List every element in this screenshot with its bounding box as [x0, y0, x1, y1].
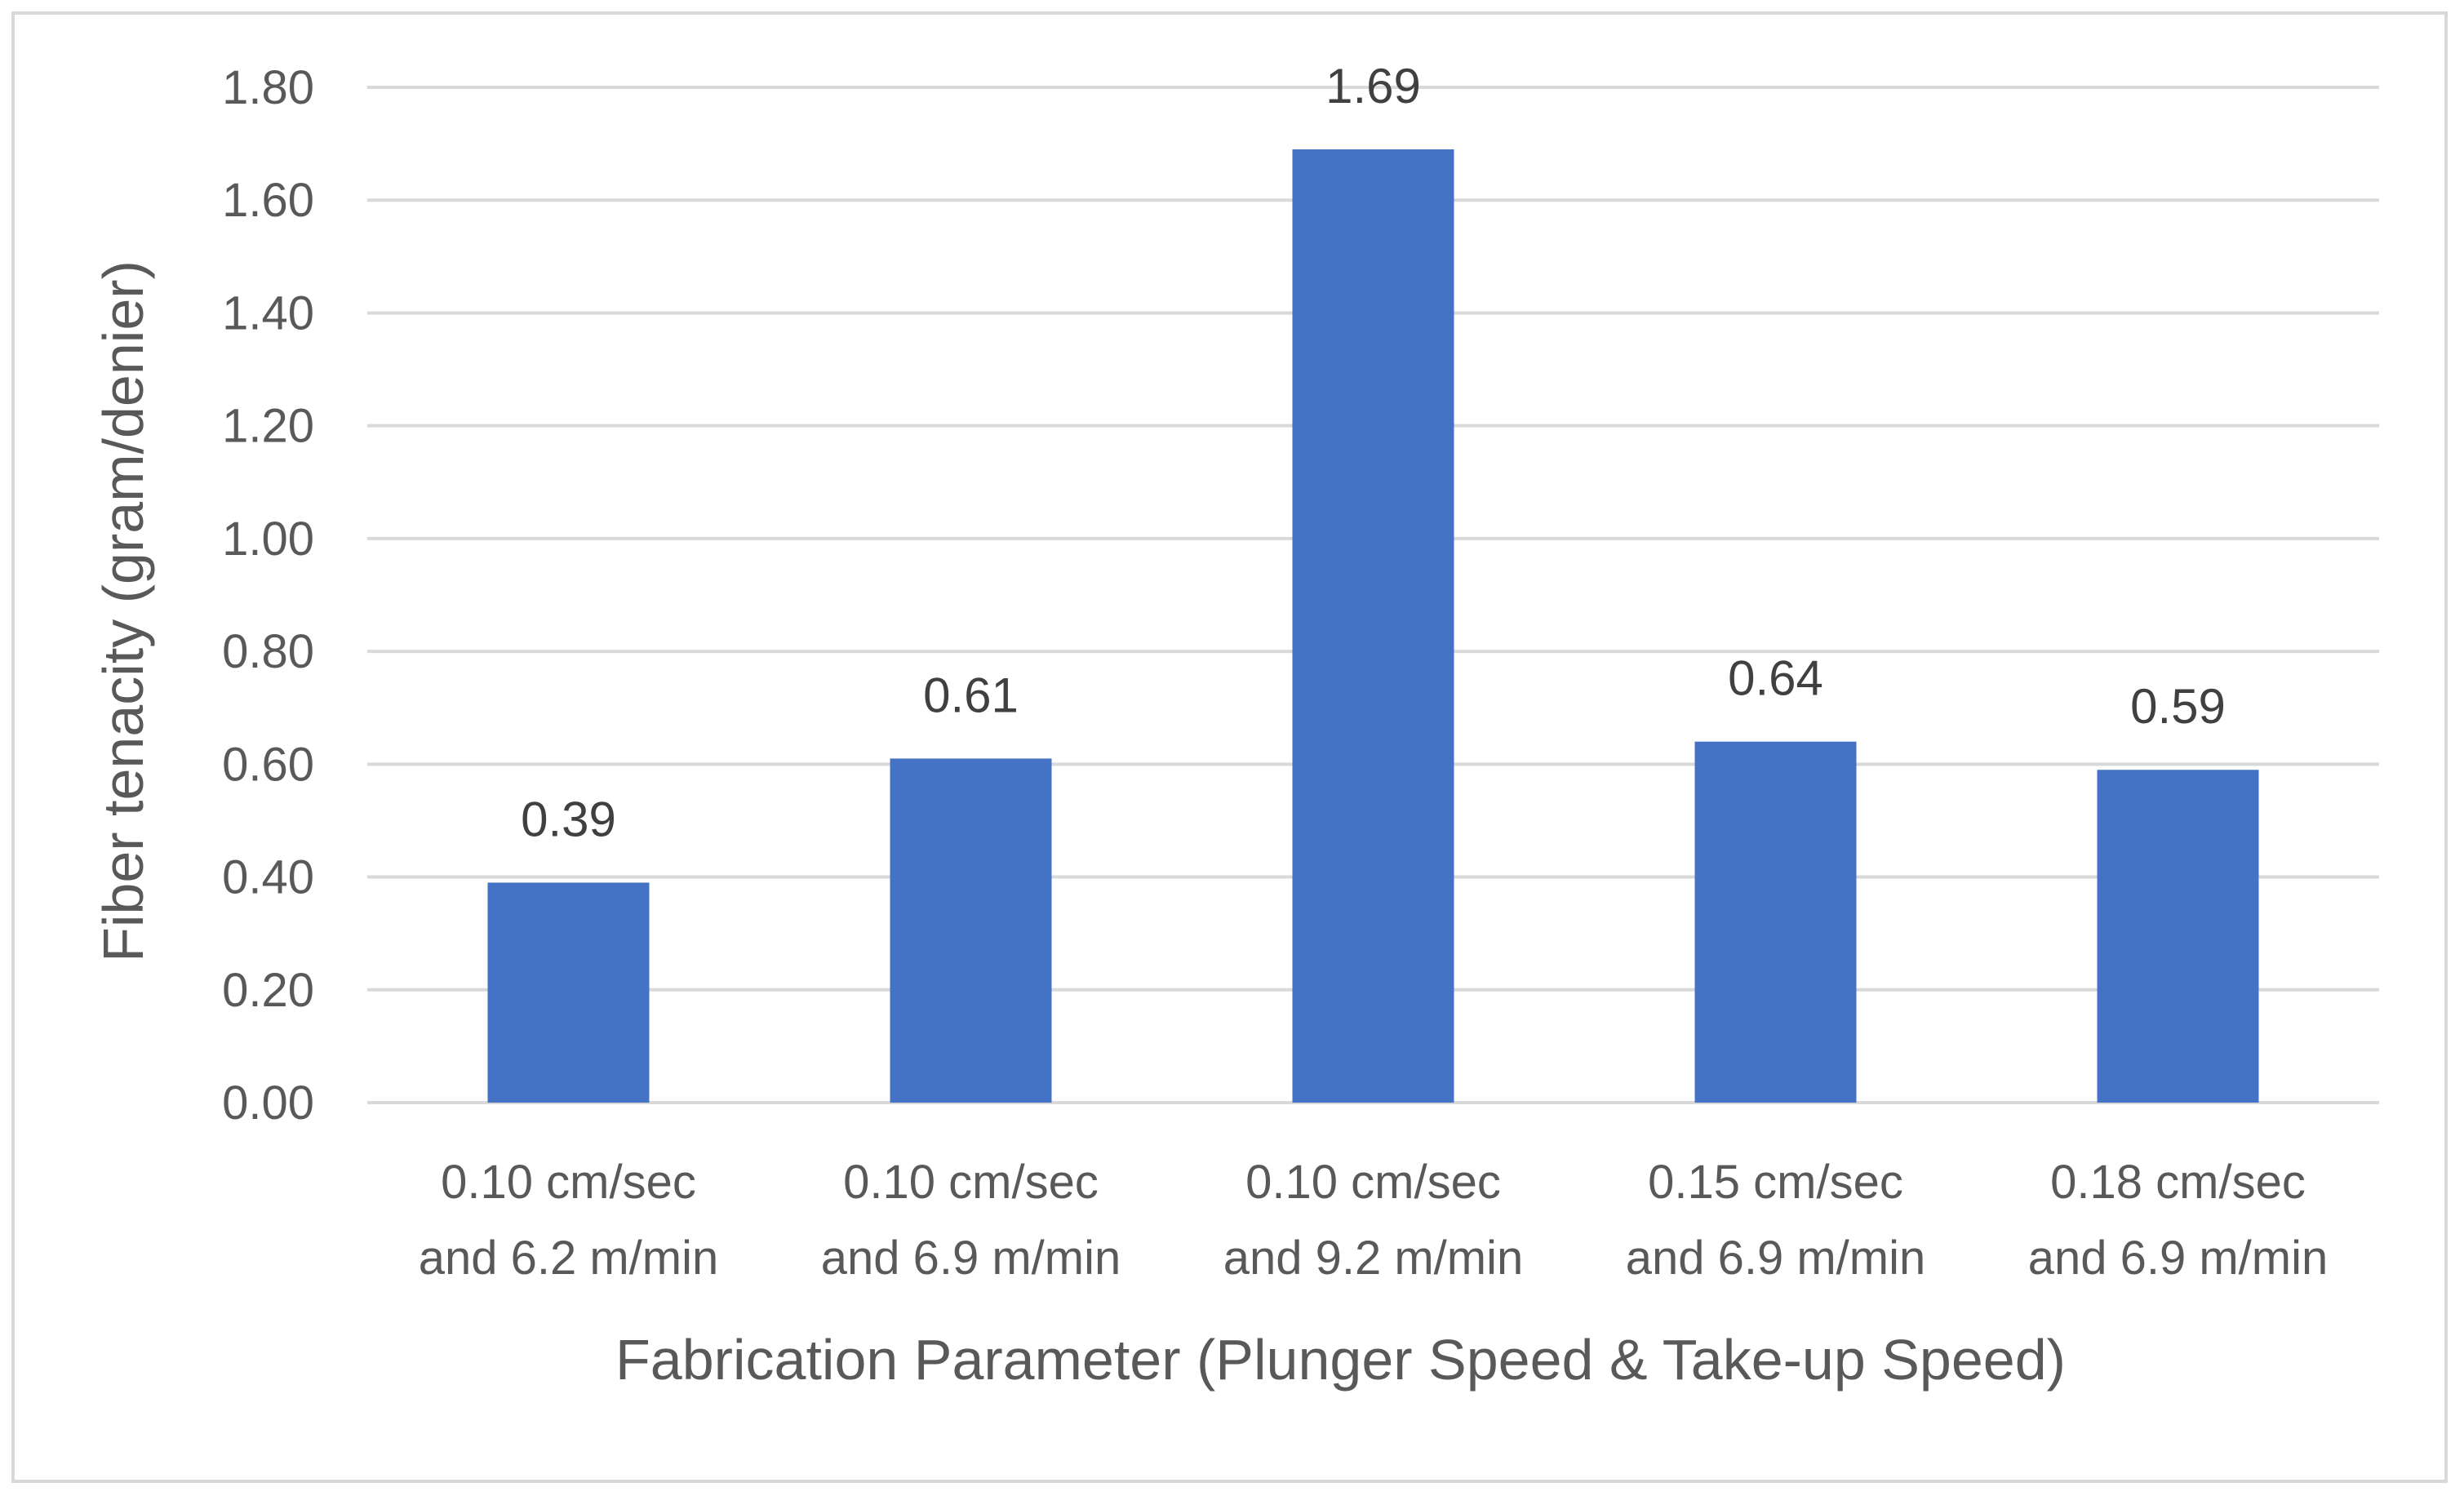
bar [1694, 741, 1857, 1103]
y-tick-label: 1.60 [222, 174, 314, 227]
y-tick-label: 1.20 [222, 400, 314, 453]
x-category-label: 0.15 cm/sec and 6.9 m/min [1626, 1156, 1926, 1285]
x-category-label: 0.10 cm/sec and 6.9 m/min [821, 1156, 1121, 1285]
data-label: 0.39 [521, 792, 616, 846]
x-category-label: 0.18 cm/sec and 6.9 m/min [2028, 1156, 2329, 1285]
y-tick-label: 1.40 [222, 286, 314, 340]
data-label: 0.59 [2130, 679, 2226, 734]
x-category-labels: 0.10 cm/sec and 6.2 m/min 0.10 cm/sec and 6… [419, 1156, 2329, 1285]
bar [1292, 149, 1454, 1103]
y-tick-label: 0.60 [222, 738, 314, 791]
data-labels: 0.39 0.61 1.69 0.64 0.59 [521, 59, 2226, 846]
chart-frame [11, 11, 2448, 1483]
data-label: 1.69 [1325, 59, 1421, 113]
bar [487, 882, 650, 1103]
bars [487, 149, 2259, 1103]
y-tick-label: 0.80 [222, 625, 314, 678]
x-category-label: 0.10 cm/sec and 9.2 m/min [1223, 1156, 1524, 1285]
data-label: 0.61 [923, 668, 1019, 722]
y-axis-title: Fiber tenacity (gram/denier) [91, 260, 155, 962]
bar [890, 758, 1052, 1103]
x-category-label: 0.10 cm/sec and 6.2 m/min [419, 1156, 719, 1285]
y-tick-labels: 0.00 0.20 0.40 0.60 0.80 1.00 1.20 1.40 1.60 1.80 [222, 61, 314, 1130]
y-tick-label: 0.40 [222, 851, 314, 904]
bar [2097, 770, 2259, 1103]
data-label: 0.64 [1728, 651, 1823, 706]
y-tick-label: 0.00 [222, 1076, 314, 1130]
y-tick-label: 0.20 [222, 964, 314, 1017]
y-tick-label: 1.00 [222, 513, 314, 566]
y-tick-label: 1.80 [222, 61, 314, 114]
x-axis-title: Fabrication Parameter (Plunger Speed & T… [615, 1328, 2066, 1392]
